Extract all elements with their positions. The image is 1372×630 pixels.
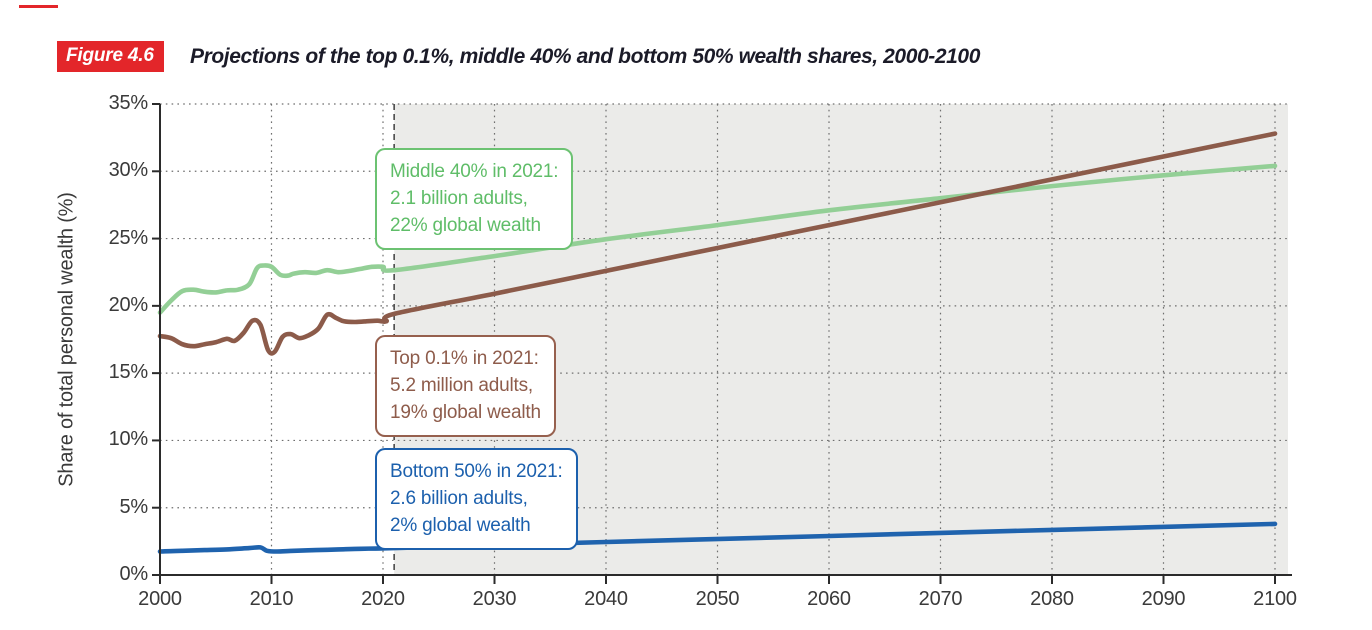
figure-title: Projections of the top 0.1%, middle 40% … [190,45,980,68]
x-tick-label: 2070 [918,588,963,610]
annotation-line: 5.2 million adults, [390,375,533,396]
x-tick-label: 2090 [1141,588,1186,610]
annotation-line: 2% global wealth [390,515,531,536]
x-tick-label: 2040 [584,588,628,610]
series-line-top-0-1- [157,131,1278,356]
x-tick-label: 2010 [249,588,294,610]
y-tick-label: 5% [119,495,148,518]
annotation-middle-40: Middle 40% in 2021: 2.1 billion adults, … [375,148,574,250]
x-tick-label: 2050 [695,588,740,610]
top-red-rule [19,5,58,8]
x-tick-label: 2080 [1030,588,1074,610]
annotation-line: 19% global wealth [390,402,541,423]
x-tick-label: 2060 [807,588,851,610]
y-tick-label: 35% [108,92,149,114]
y-tick-label: 15% [108,361,149,384]
x-tick-label: 2000 [138,588,182,610]
series-line-bottom-50- [157,521,1278,554]
annotation-bottom-50: Bottom 50% in 2021: 2.6 billion adults, … [375,448,578,550]
annotation-line: Middle 40% in 2021: [390,161,559,182]
annotation-top-0-1: Top 0.1% in 2021: 5.2 million adults, 19… [375,335,556,437]
x-tick-label: 2100 [1253,588,1297,610]
y-tick-label: 25% [108,226,149,249]
y-tick-label: 10% [108,428,149,451]
annotation-line: 2.6 billion adults, [390,488,528,509]
annotation-line: 22% global wealth [390,215,541,236]
annotation-line: 2.1 billion adults, [390,188,528,209]
figure-number-badge: Figure 4.6 [57,41,164,72]
y-tick-label: 0% [119,563,148,585]
annotation-line: Bottom 50% in 2021: [390,461,563,482]
annotation-line: Top 0.1% in 2021: [390,348,539,369]
y-tick-label: 30% [108,159,149,182]
y-tick-label: 20% [108,293,149,316]
x-tick-label: 2020 [361,588,405,610]
series-line-middle-40- [157,163,1278,315]
x-tick-label: 2030 [472,588,517,610]
